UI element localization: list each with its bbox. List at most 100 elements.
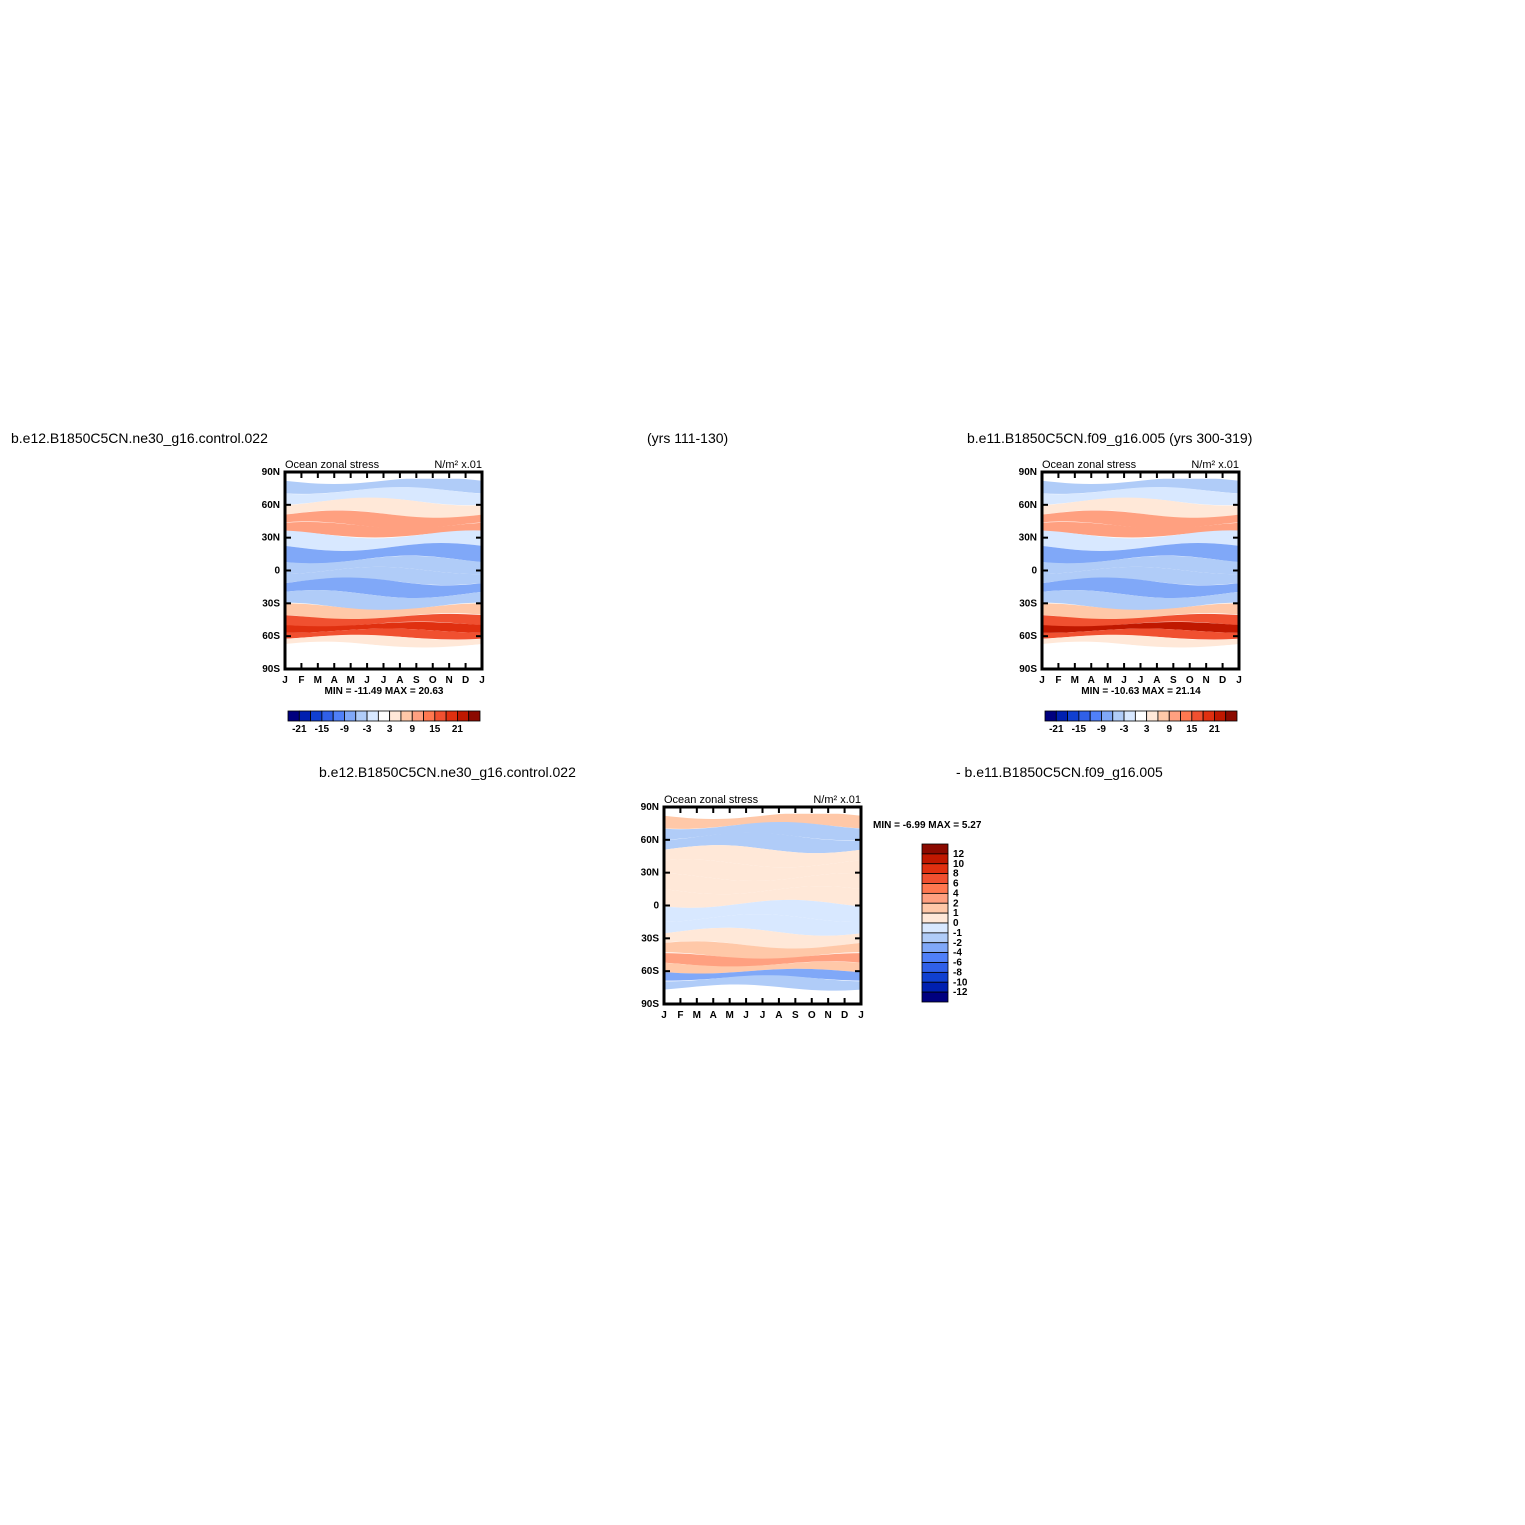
y-tick-label: 30S xyxy=(262,598,280,609)
x-tick-label: A xyxy=(1088,675,1095,686)
legend-tick-label: -4 xyxy=(953,948,962,959)
contour-band xyxy=(1042,603,1239,620)
contour-band xyxy=(285,477,482,494)
x-tick-label: S xyxy=(1170,675,1177,686)
legend-tick-label: 0 xyxy=(953,918,959,929)
legend-tick-label: 15 xyxy=(1186,724,1198,735)
contour-band xyxy=(1042,634,1239,648)
contour-band xyxy=(1042,497,1239,519)
y-tick-label: 0 xyxy=(1031,566,1037,577)
y-tick-label: 60N xyxy=(262,500,280,511)
heatmap-panel-diff: Ocean zonal stress N/m² x.0190N60N30N030S… xyxy=(641,794,982,1021)
legend-swatch xyxy=(1168,710,1181,722)
y-tick-label: 30N xyxy=(641,868,659,879)
contour-band xyxy=(1042,530,1239,551)
y-tick-label: 0 xyxy=(653,901,659,912)
x-tick-label: M xyxy=(693,1010,701,1021)
contour-band xyxy=(285,530,482,551)
legend-swatch xyxy=(321,710,334,722)
y-tick-label: 90S xyxy=(262,664,280,675)
legend-swatch xyxy=(1078,710,1091,722)
legend-tick-label: 1 xyxy=(953,908,959,919)
contour-band xyxy=(285,577,482,599)
legend-tick-label: 21 xyxy=(1209,724,1221,735)
legend-tick-label: 12 xyxy=(953,849,965,860)
contour-band xyxy=(1042,641,1239,659)
years1-title: (yrs 111-130) xyxy=(647,430,729,446)
legend-swatch xyxy=(1225,710,1238,722)
contour-band xyxy=(1042,577,1239,599)
contour-band xyxy=(664,886,861,908)
legend-swatch xyxy=(921,922,949,934)
x-tick-label: S xyxy=(413,675,420,686)
contour-band xyxy=(1042,621,1239,633)
x-tick-label: M xyxy=(725,1010,733,1021)
x-tick-label: M xyxy=(314,675,322,686)
case1-title: b.e12.B1850C5CN.ne30_g16.control.022 xyxy=(11,430,268,446)
contour-band xyxy=(285,621,482,633)
y-tick-label: 60S xyxy=(641,966,659,977)
legend-swatch xyxy=(921,981,949,993)
contour-band xyxy=(664,961,861,974)
legend-swatch xyxy=(921,962,949,973)
plot-units: N/m² x.01 xyxy=(434,459,482,471)
legend-tick-label: -6 xyxy=(953,958,962,969)
x-tick-label: N xyxy=(1203,675,1210,686)
x-tick-label: J xyxy=(760,1010,766,1021)
contour-band xyxy=(664,975,861,991)
legend-swatch xyxy=(1180,710,1193,722)
x-tick-label: A xyxy=(1153,675,1160,686)
legend-swatch xyxy=(400,710,413,722)
contour-band xyxy=(664,927,861,949)
x-tick-label: J xyxy=(743,1010,749,1021)
contour-band xyxy=(1042,613,1239,627)
contour-band xyxy=(1042,542,1239,564)
contour-band xyxy=(285,521,482,538)
legend-tick-label: 15 xyxy=(429,724,441,735)
min-max-stats: MIN = -11.49 MAX = 20.63 xyxy=(325,686,444,697)
legend-swatch xyxy=(1157,710,1170,722)
contour-band xyxy=(285,555,482,575)
legend-swatch xyxy=(1202,710,1215,722)
contour-band xyxy=(664,832,861,854)
x-tick-label: D xyxy=(841,1010,848,1021)
x-tick-label: A xyxy=(396,675,403,686)
contour-band xyxy=(285,628,482,640)
legend-swatch xyxy=(921,892,949,904)
legend-swatch xyxy=(287,710,300,722)
legend-swatch xyxy=(921,863,949,875)
heatmap-panel-2: Ocean zonal stress N/m² x.01 90N 60N 30N 0 30S… xyxy=(1019,459,1242,735)
legend-swatch xyxy=(434,710,447,722)
contour-band xyxy=(1042,628,1239,640)
plot-title: Ocean zonal stress xyxy=(1042,459,1137,471)
legend-swatch xyxy=(1214,710,1227,722)
x-tick-label: D xyxy=(1219,675,1226,686)
legend-swatch xyxy=(1191,710,1204,722)
x-tick-label: J xyxy=(661,1010,667,1021)
legend-swatch xyxy=(411,710,424,722)
contour-band xyxy=(664,941,861,960)
y-tick-label: 60S xyxy=(262,631,280,642)
legend-tick-label: 8 xyxy=(953,869,959,880)
y-tick-label: 90N xyxy=(1019,467,1037,478)
plot-title: Ocean zonal stress xyxy=(664,794,759,806)
contour-band xyxy=(285,613,482,627)
legend-swatch xyxy=(423,710,436,722)
legend-tick-label: -2 xyxy=(953,938,962,949)
x-tick-label: A xyxy=(710,1010,717,1021)
legend-tick-label: 3 xyxy=(1144,724,1150,735)
contour-band xyxy=(1042,590,1239,611)
y-tick-label: 60S xyxy=(1019,631,1037,642)
x-tick-label: N xyxy=(825,1010,832,1021)
y-tick-label: 30S xyxy=(1019,598,1037,609)
legend-swatch xyxy=(366,710,379,722)
y-tick-label: 30S xyxy=(641,933,659,944)
legend-tick-label: 10 xyxy=(953,859,965,870)
legend-tick-label: 2 xyxy=(953,898,959,909)
legend-swatch xyxy=(355,710,368,722)
x-tick-label: J xyxy=(1236,675,1242,686)
legend-tick-label: -21 xyxy=(292,724,307,735)
contour-band xyxy=(664,899,861,923)
legend-swatch xyxy=(298,710,311,722)
contour-band xyxy=(1042,555,1239,575)
